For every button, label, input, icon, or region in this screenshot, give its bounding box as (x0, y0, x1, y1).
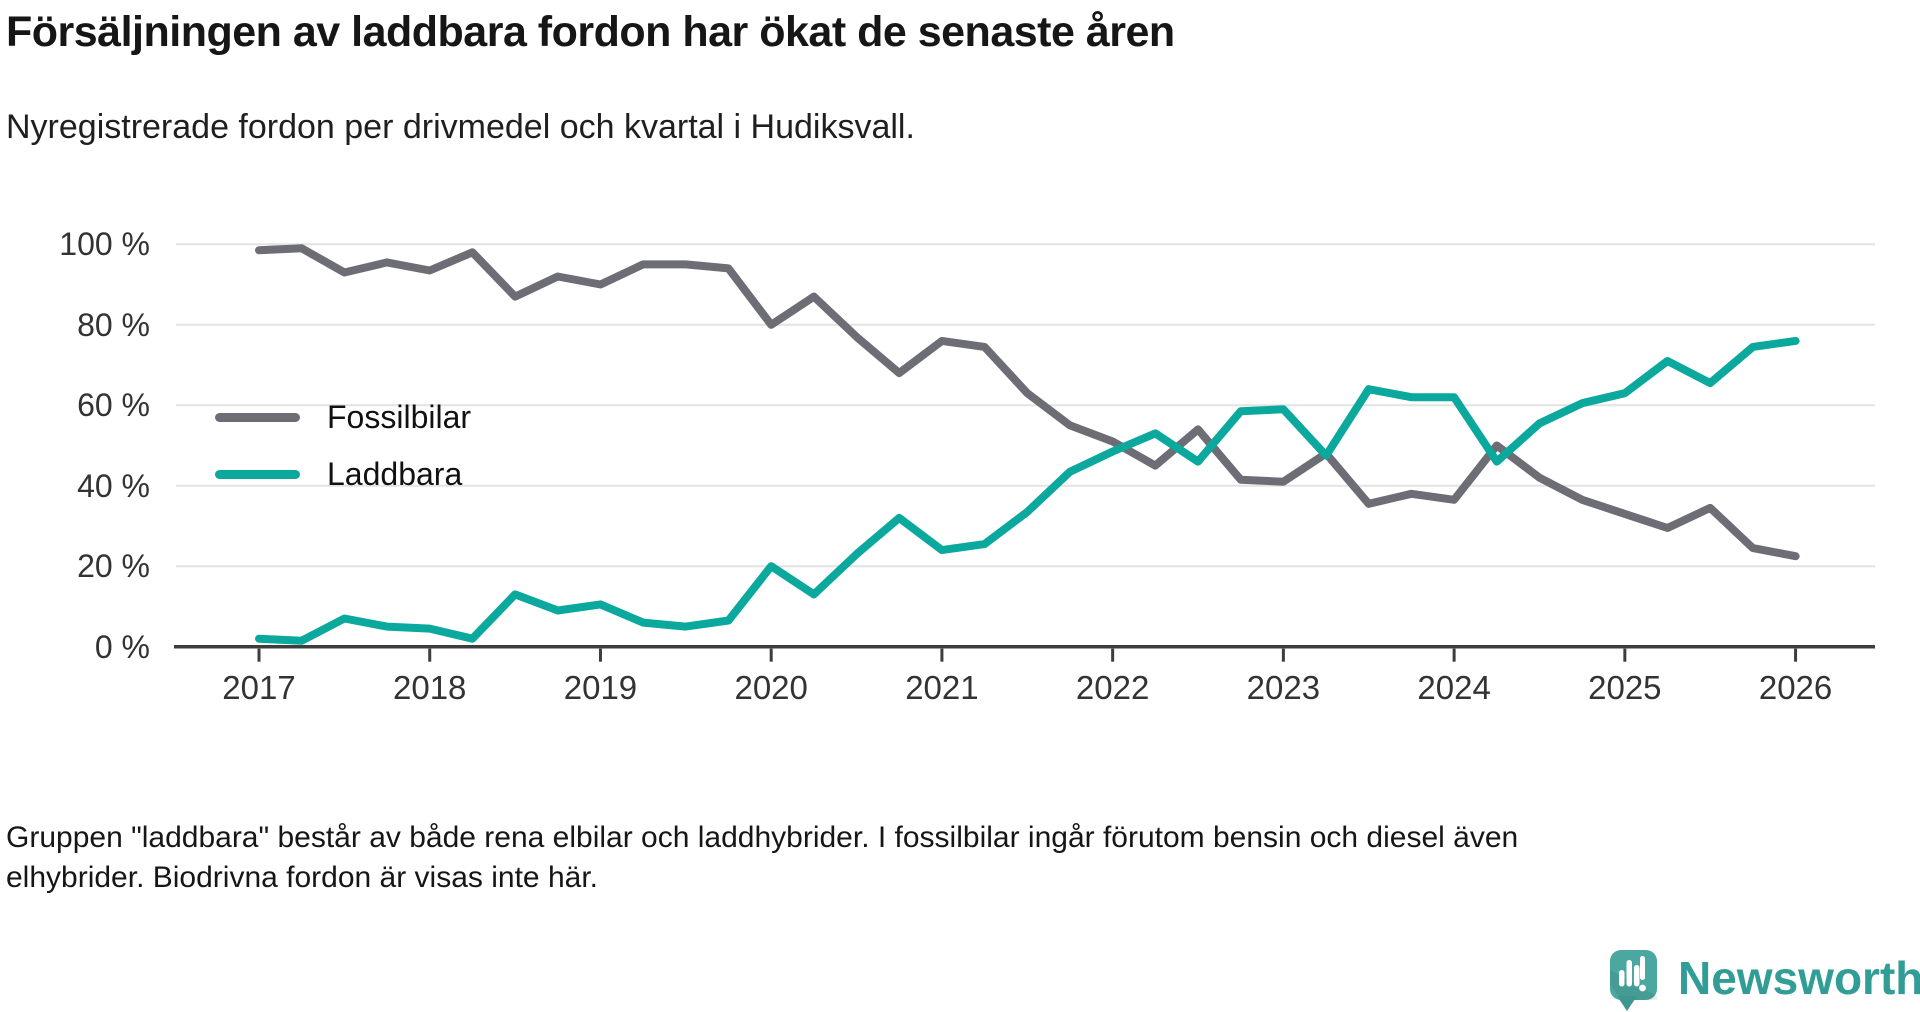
y-tick-label: 40 % (77, 467, 150, 504)
y-tick-label: 100 % (59, 226, 150, 263)
x-tick-label: 2026 (1758, 669, 1833, 706)
x-tick-label: 2022 (1075, 669, 1150, 706)
gridlines (176, 243, 1875, 568)
legend-label-laddbara: Laddbara (327, 456, 463, 492)
laddbara-line (255, 336, 1800, 645)
newsworthy-logo-text: Newsworthy (1678, 952, 1920, 1004)
x-axis-ticks (257, 648, 1798, 662)
x-tick-label: 2025 (1588, 669, 1662, 706)
legend-label-fossilbilar: Fossilbilar (327, 399, 472, 435)
chart-subtitle: Nyregistrerade fordon per drivmedel och … (6, 108, 915, 146)
newsworthy-logo: Newsworthy (1610, 950, 1920, 1011)
legend-swatch-fossilbilar (215, 413, 300, 422)
footnote-line: elhybrider. Biodrivna fordon är visas in… (6, 861, 598, 894)
y-tick-label: 80 % (77, 306, 150, 343)
legend-swatch-laddbara (215, 470, 300, 479)
fossilbilar-line (255, 244, 1800, 561)
page-title: Försäljningen av laddbara fordon har öka… (6, 8, 1175, 56)
footnote: Gruppen "laddbara" består av både rena e… (6, 818, 1526, 898)
x-tick-label: 2018 (393, 669, 467, 706)
x-tick-label: 2020 (734, 669, 808, 706)
x-tick-label: 2017 (222, 669, 296, 706)
y-tick-label: 0 % (94, 628, 150, 665)
newsworthy-logo-icon (1610, 950, 1657, 1011)
y-tick-label: 20 % (77, 548, 150, 585)
x-tick-label: 2019 (563, 669, 638, 706)
y-tick-label: 60 % (77, 387, 150, 424)
x-tick-label: 2023 (1246, 669, 1321, 706)
x-tick-label: 2024 (1417, 669, 1491, 706)
footnote-line: Gruppen "laddbara" består av både rena e… (6, 821, 1519, 854)
x-tick-label: 2021 (905, 669, 979, 706)
